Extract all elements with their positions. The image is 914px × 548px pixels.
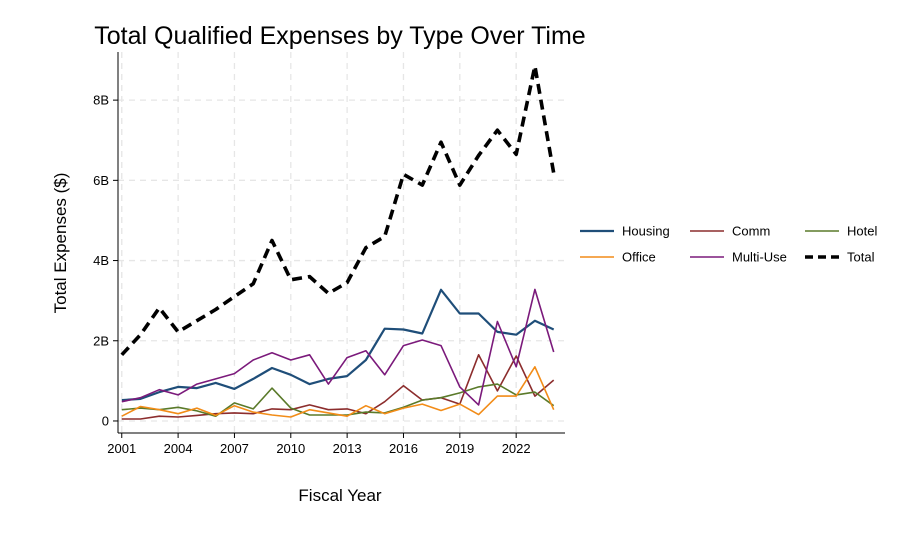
y-tick-label: 2B bbox=[93, 333, 109, 348]
axes bbox=[117, 52, 565, 434]
x-tick-label: 2013 bbox=[333, 441, 362, 456]
gridlines bbox=[118, 52, 565, 433]
y-tick-label: 4B bbox=[93, 253, 109, 268]
x-tick-label: 2019 bbox=[445, 441, 474, 456]
y-tick-label: 8B bbox=[93, 93, 109, 108]
y-axis-label: Total Expenses ($) bbox=[51, 173, 70, 314]
x-axis-label: Fiscal Year bbox=[298, 486, 381, 505]
x-tick-label: 2007 bbox=[220, 441, 249, 456]
legend-label: Multi-Use bbox=[732, 250, 787, 265]
x-tick-label: 2016 bbox=[389, 441, 418, 456]
x-tick-label: 2022 bbox=[502, 441, 531, 456]
legend-label: Housing bbox=[622, 224, 670, 239]
y-ticks: 0 2B 4B 6B 8B bbox=[93, 93, 118, 428]
series-line-comm bbox=[121, 353, 555, 420]
legend-label: Total bbox=[847, 250, 875, 265]
x-tick-label: 2010 bbox=[276, 441, 305, 456]
y-tick-label: 0 bbox=[102, 413, 109, 428]
series-line-housing bbox=[121, 288, 555, 402]
x-tick-label: 2001 bbox=[107, 441, 136, 456]
series-line-multi-use bbox=[121, 288, 555, 406]
series-line-office bbox=[121, 365, 555, 418]
legend: Housing Comm Hotel Office Multi-Use Total bbox=[580, 224, 877, 265]
legend-label: Office bbox=[622, 250, 656, 265]
chart-title: Total Qualified Expenses by Type Over Ti… bbox=[94, 22, 585, 50]
x-ticks: 2001 2004 2007 2010 2013 2016 2019 2022 bbox=[107, 433, 531, 456]
y-tick-label: 6B bbox=[93, 173, 109, 188]
series-lines bbox=[120, 64, 556, 420]
legend-label: Comm bbox=[732, 224, 770, 239]
series-line-total bbox=[120, 64, 556, 357]
legend-label: Hotel bbox=[847, 224, 877, 239]
x-tick-label: 2004 bbox=[164, 441, 193, 456]
